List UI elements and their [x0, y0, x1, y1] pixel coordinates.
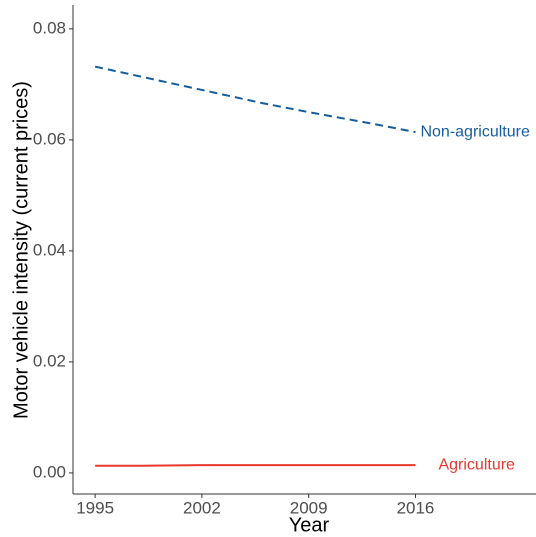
series-line — [94, 65, 416, 134]
x-tick-label: 1995 — [76, 498, 114, 517]
y-tick-label: 0.04 — [33, 240, 66, 259]
x-tick-label: 2016 — [397, 498, 435, 517]
series-label: Non-agriculture — [420, 123, 529, 140]
x-tick-label: 2002 — [183, 498, 221, 517]
series-label: Agriculture — [438, 456, 515, 473]
y-tick-label: 0.06 — [33, 129, 66, 148]
x-tick-label: 2009 — [290, 498, 328, 517]
y-tick-label: 0.02 — [33, 351, 66, 370]
y-tick-label: 0.08 — [33, 18, 66, 37]
y-tick-label: 0.00 — [33, 462, 66, 481]
series-line — [95, 464, 416, 467]
x-axis-title: Year — [289, 514, 330, 536]
y-axis-title: Motor vehicle intensity (current prices) — [10, 81, 32, 419]
